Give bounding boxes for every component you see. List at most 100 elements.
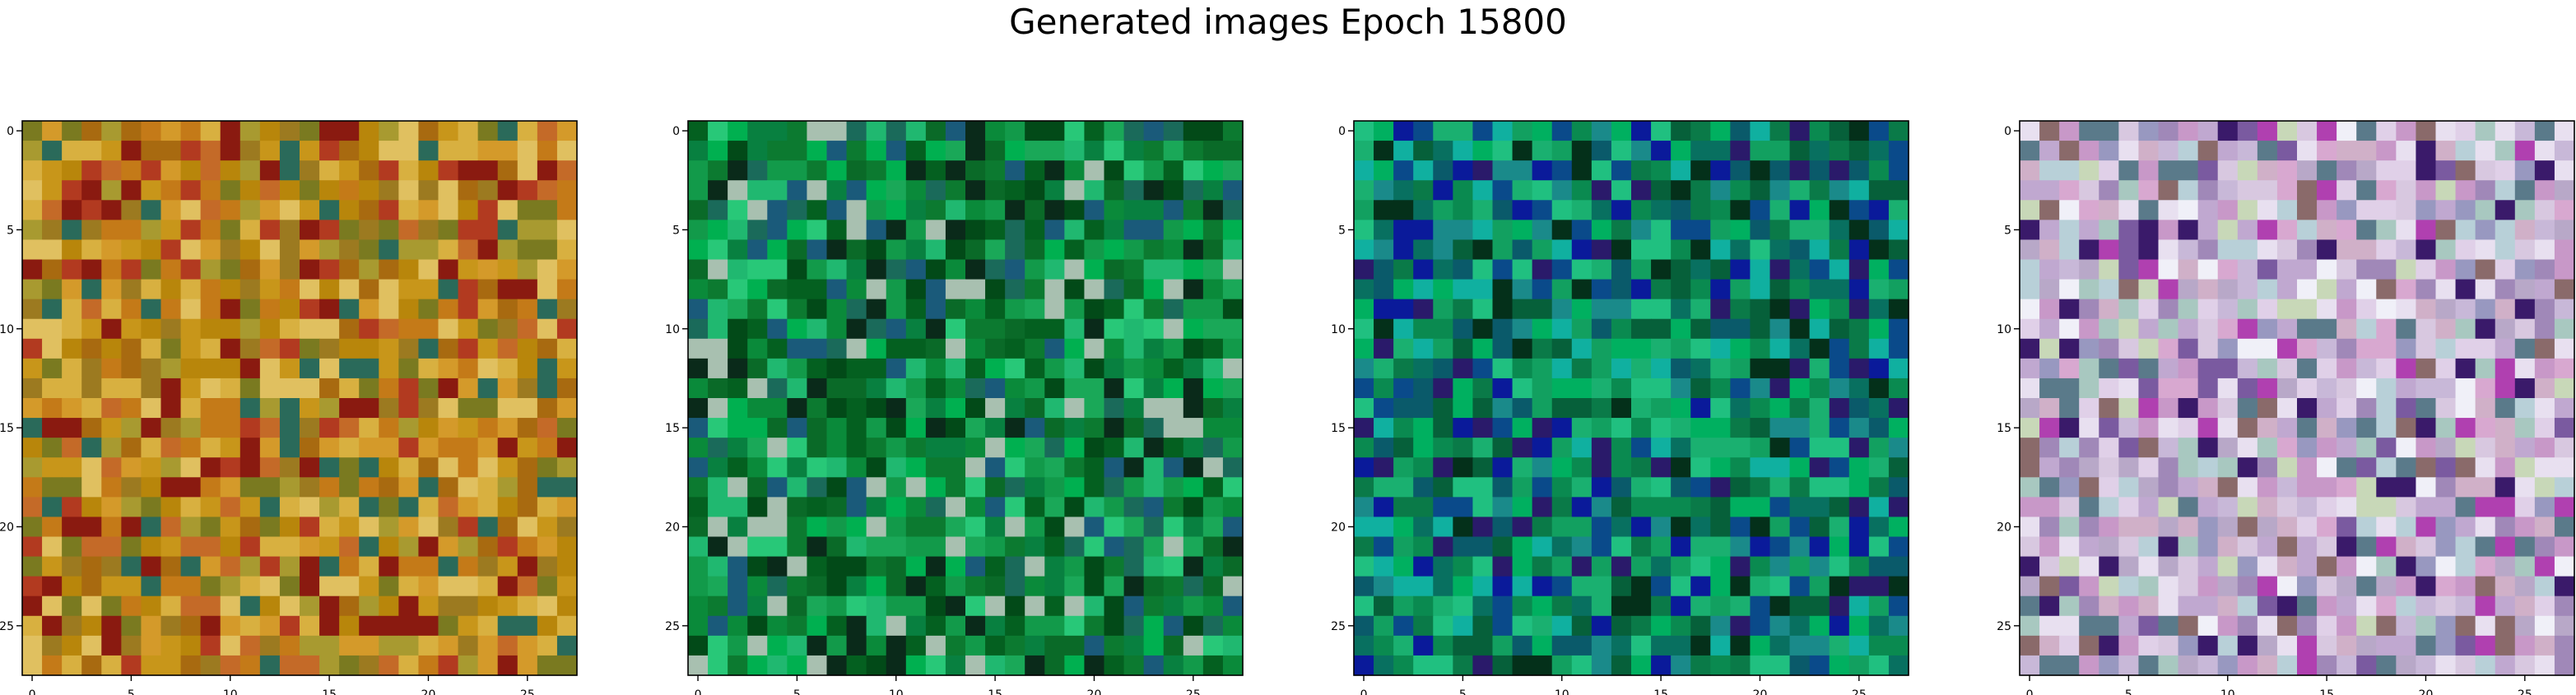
image-pixel: [1532, 438, 1553, 458]
image-pixel: [2514, 517, 2536, 538]
image-pixel: [2455, 457, 2476, 478]
image-pixel: [438, 635, 459, 656]
image-pixel: [379, 418, 399, 438]
image-pixel: [2237, 655, 2258, 676]
image-pixel: [1064, 576, 1086, 597]
image-pixel: [259, 378, 281, 399]
image-pixel: [556, 595, 578, 617]
image-pixel: [2356, 576, 2377, 597]
image-pixel: [1393, 497, 1414, 518]
image-pixel: [1025, 358, 1045, 379]
image-pixel: [1829, 556, 1850, 577]
image-pixel: [1710, 595, 1731, 617]
image-pixel: [1710, 635, 1731, 656]
image-pixel: [537, 398, 558, 419]
image-pixel: [239, 556, 261, 577]
image-pixel: [2455, 418, 2476, 438]
image-pixel: [1671, 556, 1691, 577]
image-pixel: [747, 497, 768, 518]
image-pixel: [2158, 378, 2179, 399]
image-pixel: [1611, 378, 1632, 399]
image-pixel: [1769, 635, 1791, 656]
image-pixel: [300, 655, 320, 676]
image-pixel: [1222, 457, 1244, 478]
image-pixel: [1005, 279, 1025, 300]
image-pixel: [2158, 200, 2179, 220]
image-pixel: [339, 259, 360, 280]
image-pixel: [458, 318, 479, 340]
image-pixel: [1611, 556, 1632, 577]
image-pixel: [2237, 457, 2258, 478]
image-pixel: [1222, 121, 1244, 141]
image-pixel: [1472, 438, 1494, 458]
image-pixel: [1472, 576, 1494, 597]
image-pixel: [747, 517, 768, 538]
image-pixel: [2257, 635, 2278, 656]
image-pixel: [846, 259, 867, 280]
image-pixel: [787, 239, 808, 261]
image-pixel: [2356, 595, 2377, 617]
image-pixel: [62, 318, 82, 340]
image-pixel: [1611, 259, 1632, 280]
image-pixel: [1492, 457, 1514, 478]
image-pixel: [728, 517, 748, 538]
image-pixel: [2118, 556, 2140, 577]
image-pixel: [477, 299, 499, 320]
image-pixel: [1143, 438, 1165, 458]
image-pixel: [1611, 318, 1632, 340]
image-pixel: [2475, 477, 2496, 498]
image-pixel: [1532, 160, 1553, 181]
image-pixel: [2217, 358, 2239, 379]
image-pixel: [945, 615, 966, 637]
image-pixel: [886, 398, 907, 419]
image-pixel: [1354, 259, 1374, 280]
image-pixel: [1123, 259, 1145, 280]
image-pixel: [747, 279, 768, 300]
image-pixel: [1571, 457, 1593, 478]
image-pixel: [339, 497, 360, 518]
image-pixel: [42, 299, 63, 320]
image-pixel: [1044, 299, 1065, 320]
image-pixel: [517, 121, 538, 141]
image-pixel: [1868, 576, 1890, 597]
image-pixel: [1571, 655, 1593, 676]
image-pixel: [866, 200, 887, 220]
image-pixel: [1809, 318, 1830, 340]
image-pixel: [2039, 160, 2060, 181]
image-pixel: [517, 517, 538, 538]
image-pixel: [2099, 220, 2119, 241]
image-pixel: [1453, 259, 1474, 280]
image-pixel: [1064, 338, 1086, 359]
image-pixel: [2059, 121, 2080, 141]
image-pixel: [1829, 536, 1850, 558]
image-pixel: [2416, 220, 2437, 241]
image-pixel: [22, 318, 43, 340]
image-pixel: [2495, 358, 2516, 379]
image-pixel: [985, 477, 1006, 498]
image-pixel: [1571, 338, 1593, 359]
image-pixel: [866, 457, 887, 478]
image-pixel: [2416, 378, 2437, 399]
image-pixel: [300, 318, 320, 340]
image-pixel: [2317, 398, 2337, 419]
image-pixel: [1453, 121, 1474, 141]
y-tick-label: 15: [665, 422, 680, 435]
image-pixel: [2079, 239, 2099, 261]
image-pixel: [1433, 536, 1453, 558]
image-pixel: [2435, 318, 2457, 340]
image-pixel: [1393, 180, 1414, 201]
image-pixel: [945, 239, 966, 261]
image-pixel: [22, 655, 43, 676]
image-pixel: [339, 556, 360, 577]
image-pixel: [2197, 141, 2219, 161]
image-pixel: [965, 338, 986, 359]
image-pixel: [339, 200, 360, 220]
image-pixel: [2257, 517, 2278, 538]
image-pixel: [1492, 279, 1514, 300]
image-pixel: [239, 438, 261, 458]
image-pixel: [1868, 220, 1890, 241]
image-pixel: [121, 239, 142, 261]
image-pixel: [2118, 121, 2140, 141]
image-pixel: [1631, 536, 1652, 558]
image-pixel: [1512, 635, 1533, 656]
